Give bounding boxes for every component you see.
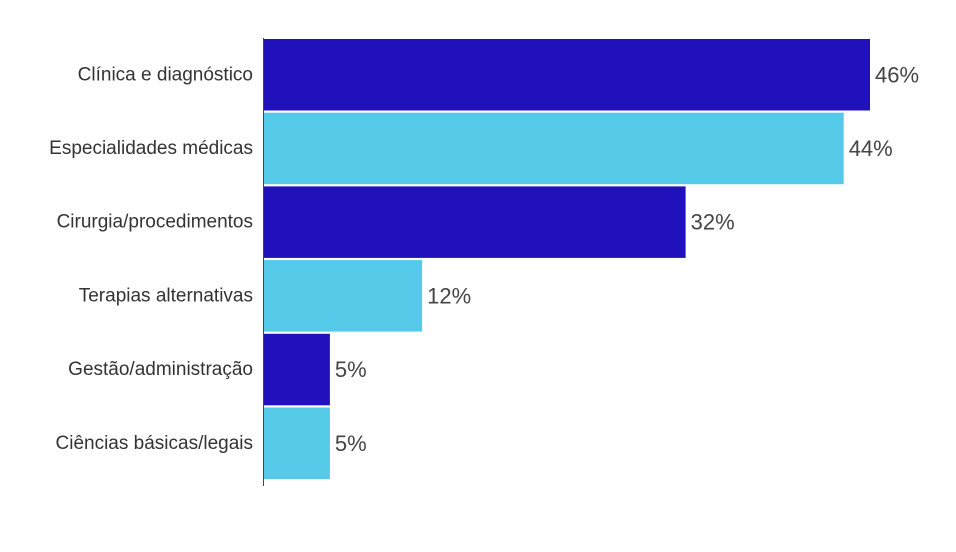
- category-label-1: Especialidades médicas: [49, 138, 253, 159]
- value-label-3: 12%: [427, 283, 471, 308]
- bar-1: [264, 112, 844, 185]
- bar-4: [264, 333, 330, 406]
- value-label-4: 5%: [335, 357, 367, 382]
- bars-group: [264, 39, 870, 479]
- bar-2: [264, 186, 686, 258]
- value-label-0: 46%: [875, 62, 919, 87]
- category-label-0: Clínica e diagnóstico: [78, 64, 253, 85]
- bar-3: [264, 260, 423, 332]
- value-label-2: 32%: [691, 210, 735, 235]
- category-label-5: Ciências básicas/legais: [56, 433, 254, 454]
- bar-5: [264, 407, 330, 479]
- value-label-1: 44%: [849, 136, 893, 161]
- labels-group: Clínica e diagnóstico 46% Especialidades m…: [49, 62, 919, 456]
- category-label-2: Cirurgia/procedimentos: [57, 212, 253, 233]
- category-label-4: Gestão/administração: [68, 359, 253, 380]
- value-label-5: 5%: [335, 431, 367, 456]
- category-label-3: Terapias alternativas: [79, 285, 253, 306]
- bar-0: [264, 39, 870, 111]
